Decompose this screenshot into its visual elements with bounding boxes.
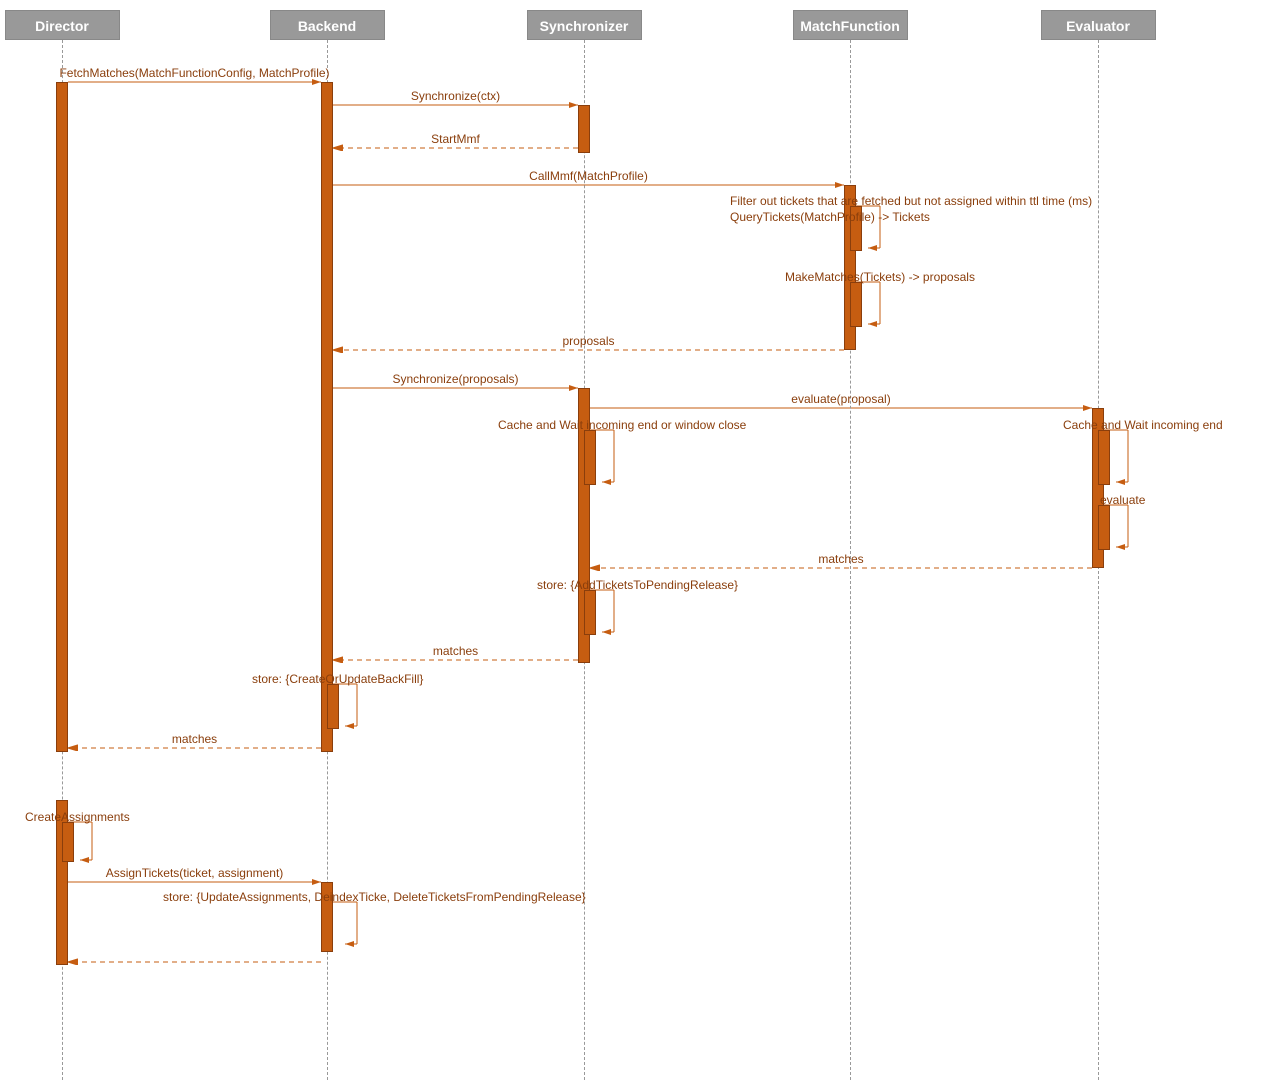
participant-matchfn: MatchFunction — [793, 10, 908, 40]
activation-evaluator — [1098, 505, 1110, 550]
message-label: matches — [818, 552, 863, 566]
message-label: Cache and Wait incoming end — [1063, 418, 1223, 432]
message-label: matches — [433, 644, 478, 658]
activation-evaluator — [1098, 430, 1110, 485]
message-label: QueryTickets(MatchProfile) -> Tickets — [730, 210, 930, 224]
participant-backend: Backend — [270, 10, 385, 40]
message-label: proposals — [562, 334, 614, 348]
activation-backend — [321, 882, 333, 952]
message-label: Synchronize(proposals) — [392, 372, 518, 386]
message-label: StartMmf — [431, 132, 480, 146]
activation-backend — [327, 684, 339, 729]
message-label: AssignTickets(ticket, assignment) — [106, 866, 284, 880]
message-label: CreateAssignments — [25, 810, 130, 824]
message-label: Cache and Wait incoming end or window cl… — [498, 418, 746, 432]
participant-sync: Synchronizer — [527, 10, 642, 40]
message-label: FetchMatches(MatchFunctionConfig, MatchP… — [59, 66, 329, 80]
activation-matchfn — [850, 282, 862, 327]
message-label: Filter out tickets that are fetched but … — [730, 194, 1092, 208]
message-label: matches — [172, 732, 217, 746]
participant-director: Director — [5, 10, 120, 40]
message-label: CallMmf(MatchProfile) — [529, 169, 648, 183]
activation-director — [56, 82, 68, 752]
message-label: MakeMatches(Tickets) -> proposals — [785, 270, 975, 284]
participant-evaluator: Evaluator — [1041, 10, 1156, 40]
activation-director — [62, 822, 74, 862]
activation-sync — [584, 430, 596, 485]
message-label: store: {UpdateAssignments, DeindexTicke,… — [163, 890, 586, 904]
message-label: evaluate(proposal) — [791, 392, 890, 406]
activation-sync — [578, 105, 590, 153]
activation-matchfn — [850, 206, 862, 251]
sequence-arrows — [0, 0, 1271, 1088]
activation-backend — [321, 82, 333, 752]
message-label: Synchronize(ctx) — [411, 89, 500, 103]
activation-sync — [584, 590, 596, 635]
message-label: store: {AddTicketsToPendingRelease} — [537, 578, 738, 592]
